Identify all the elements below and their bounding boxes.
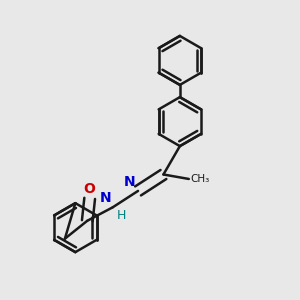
Text: CH₃: CH₃ [190, 174, 210, 184]
Text: H: H [116, 209, 126, 222]
Text: N: N [124, 175, 136, 188]
Text: N: N [100, 191, 111, 205]
Text: O: O [84, 182, 96, 196]
